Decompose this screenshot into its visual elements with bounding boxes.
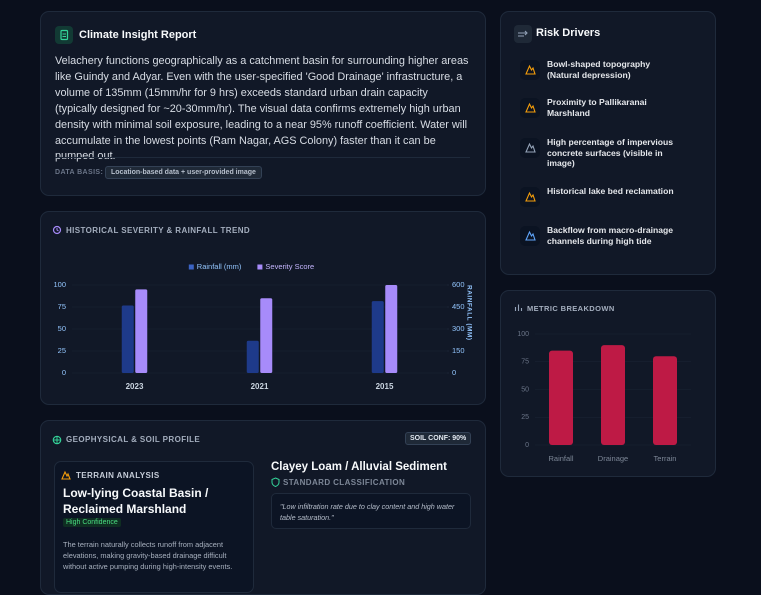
y2-tick-label: 600 bbox=[452, 280, 465, 289]
x-tick-label: 2023 bbox=[126, 382, 144, 391]
bar bbox=[135, 289, 148, 373]
x-tick-label: 2021 bbox=[251, 382, 269, 391]
terrain-text: The terrain naturally collects runoff fr… bbox=[63, 540, 233, 571]
bar bbox=[549, 350, 573, 445]
page: html, body { margin: 0; padding: 0; } bo… bbox=[40, 11, 716, 595]
soil-icon bbox=[271, 477, 280, 487]
basis-label: DATA BASIS: bbox=[55, 169, 104, 176]
x-tick-label: Terrain bbox=[654, 454, 677, 463]
risk-item: Bowl-shaped topography (Natural depressi… bbox=[547, 59, 651, 80]
y-tick-label: 50 bbox=[58, 324, 66, 333]
icon-glyph bbox=[518, 30, 528, 37]
trend-title: HISTORICAL SEVERITY & RAINFALL TREND bbox=[66, 226, 251, 235]
icon-glyph bbox=[525, 64, 536, 75]
soil-badge: SOIL CONF: 90% bbox=[405, 432, 472, 445]
risk-item: Historical lake bed reclamation bbox=[547, 186, 674, 196]
y-tick-label: 75 bbox=[58, 302, 66, 311]
x-tick-label: 2015 bbox=[376, 382, 394, 391]
legend-swatch bbox=[257, 264, 263, 270]
bar bbox=[246, 340, 259, 373]
soil-title: Clayey Loam / Alluvial Sediment bbox=[271, 461, 447, 473]
x-tick-label: Rainfall bbox=[548, 454, 573, 463]
report-title: Climate Insight Report bbox=[79, 29, 197, 41]
bar bbox=[653, 356, 677, 445]
icon-glyph bbox=[525, 142, 536, 153]
y-tick-label: 100 bbox=[53, 280, 66, 289]
bar bbox=[371, 301, 384, 373]
confidence-badge: High Confidence bbox=[63, 518, 121, 527]
geo-icon bbox=[52, 435, 62, 445]
icon-glyph bbox=[525, 102, 536, 113]
icon-glyph bbox=[525, 230, 536, 241]
metric-title: METRIC BREAKDOWN bbox=[527, 304, 615, 313]
y-tick-label: 50 bbox=[521, 386, 529, 393]
soil-note: "Low infiltration rate due to clay conte… bbox=[271, 493, 471, 529]
legend-swatch bbox=[188, 264, 194, 270]
divider bbox=[55, 157, 470, 158]
y2-axis-label: RAINFALL (MM) bbox=[465, 285, 472, 340]
y2-tick-label: 450 bbox=[452, 302, 465, 311]
legend-label: Severity Score bbox=[265, 262, 314, 271]
bar bbox=[121, 305, 134, 373]
bar bbox=[601, 345, 625, 445]
y-tick-label: 25 bbox=[521, 414, 529, 421]
report-body: Velachery functions geographically as a … bbox=[55, 55, 469, 162]
risk-item: Proximity to Pallikaranai Marshland bbox=[547, 97, 647, 118]
terrain-label: TERRAIN ANALYSIS bbox=[76, 471, 160, 480]
legend-label: Rainfall (mm) bbox=[197, 262, 242, 271]
risk-item-icon bbox=[520, 138, 540, 158]
metric-icon bbox=[514, 304, 523, 311]
basis-badge: Location-based data + user-provided imag… bbox=[105, 166, 262, 179]
risk-item: High percentage of impervious concrete s… bbox=[547, 137, 674, 168]
geo-title: GEOPHYSICAL & SOIL PROFILE bbox=[66, 435, 201, 444]
y-tick-label: 0 bbox=[62, 368, 66, 377]
y-tick-label: 100 bbox=[517, 331, 529, 338]
y2-tick-label: 150 bbox=[452, 346, 465, 355]
y-tick-label: 75 bbox=[521, 359, 529, 366]
terrain-card bbox=[54, 461, 254, 593]
icon-glyph bbox=[60, 29, 69, 41]
bar bbox=[385, 285, 398, 373]
risk-item-icon bbox=[520, 187, 540, 207]
risk-item-icon bbox=[520, 98, 540, 118]
risk-icon bbox=[514, 25, 532, 43]
app: {"report": {"title": "Climate Insight Re… bbox=[40, 11, 716, 595]
risk-item-icon bbox=[520, 60, 540, 80]
risk-title: Risk Drivers bbox=[536, 27, 601, 39]
y2-tick-label: 300 bbox=[452, 324, 465, 333]
y-tick-label: 25 bbox=[58, 346, 66, 355]
risk-item-icon bbox=[520, 226, 540, 246]
y-tick-label: 0 bbox=[525, 442, 529, 449]
y2-tick-label: 0 bbox=[452, 368, 456, 377]
icon-glyph bbox=[525, 191, 536, 202]
terrain-icon bbox=[61, 470, 71, 480]
report-icon bbox=[55, 26, 73, 44]
soil-class: STANDARD CLASSIFICATION bbox=[283, 478, 406, 487]
bar bbox=[260, 298, 273, 373]
x-tick-label: Drainage bbox=[598, 454, 628, 463]
risk-item: Backflow from macro-drainage channels du… bbox=[547, 225, 674, 246]
report-card bbox=[40, 11, 486, 196]
trend-icon bbox=[52, 225, 62, 235]
terrain-title: Low-lying Coastal Basin / Reclaimed Mars… bbox=[63, 486, 209, 516]
